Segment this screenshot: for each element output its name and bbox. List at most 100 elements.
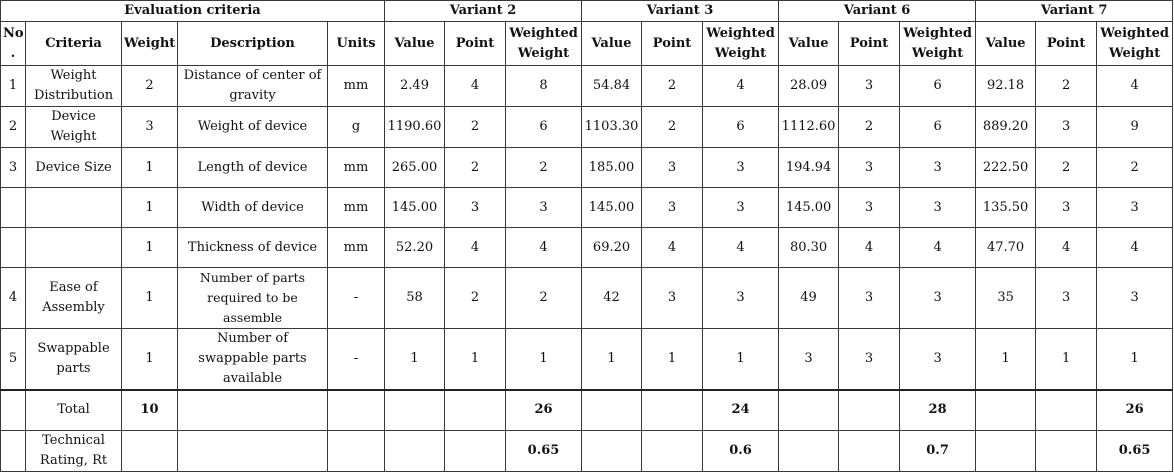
cell-weighted: 2 — [1097, 148, 1173, 188]
row-units: mm — [328, 148, 385, 188]
variant-header: Variant 2 — [385, 1, 582, 22]
row-weight: 1 — [122, 228, 178, 268]
row-criteria: Ease of Assembly — [26, 268, 122, 329]
cell-point: 2 — [445, 107, 506, 148]
cell-point: 4 — [1036, 228, 1097, 268]
rating-row: Technical Rating, Rt 0.65 0.6 0.7 0.65 — [1, 430, 1173, 471]
empty-cell — [582, 430, 642, 471]
cell-value: 28.09 — [779, 66, 839, 107]
row-units: g — [328, 107, 385, 148]
total-weighted: 26 — [506, 390, 582, 430]
row-criteria — [26, 188, 122, 228]
empty-cell — [1036, 390, 1097, 430]
cell-weighted: 9 — [1097, 107, 1173, 148]
cell-weighted: 1 — [506, 329, 582, 391]
rating-value: 0.7 — [900, 430, 976, 471]
cell-point: 3 — [839, 329, 900, 391]
cell-value: 42 — [582, 268, 642, 329]
empty-cell — [779, 430, 839, 471]
cell-weighted: 3 — [506, 188, 582, 228]
row-criteria: Device Size — [26, 148, 122, 188]
total-row: Total 10 26 24 28 26 — [1, 390, 1173, 430]
col-value-header: Value — [779, 22, 839, 66]
cell-point: 3 — [642, 188, 703, 228]
row-weight: 3 — [122, 107, 178, 148]
cell-weighted: 6 — [900, 107, 976, 148]
row-weight: 1 — [122, 188, 178, 228]
cell-weighted: 3 — [900, 329, 976, 391]
cell-value: 135.50 — [976, 188, 1036, 228]
row-units: - — [328, 268, 385, 329]
cell-point: 2 — [642, 107, 703, 148]
empty-cell — [178, 390, 328, 430]
empty-cell — [779, 390, 839, 430]
cell-weighted: 3 — [1097, 188, 1173, 228]
cell-point: 2 — [445, 268, 506, 329]
cell-weighted: 3 — [900, 268, 976, 329]
cell-value: 889.20 — [976, 107, 1036, 148]
row-description: Number of swappable parts available — [178, 329, 328, 391]
cell-value: 185.00 — [582, 148, 642, 188]
cell-weighted: 6 — [506, 107, 582, 148]
cell-point: 2 — [642, 66, 703, 107]
cell-point: 2 — [1036, 148, 1097, 188]
cell-value: 58 — [385, 268, 445, 329]
cell-value: 145.00 — [582, 188, 642, 228]
cell-value: 92.18 — [976, 66, 1036, 107]
cell-value: 3 — [779, 329, 839, 391]
row-description: Weight of device — [178, 107, 328, 148]
cell-point: 4 — [445, 66, 506, 107]
cell-weighted: 3 — [703, 268, 779, 329]
row-weight: 1 — [122, 329, 178, 391]
row-weight: 1 — [122, 268, 178, 329]
row-weight: 1 — [122, 148, 178, 188]
cell-weighted: 3 — [703, 188, 779, 228]
empty-cell — [839, 390, 900, 430]
col-criteria-header: Criteria — [26, 22, 122, 66]
cell-value: 54.84 — [582, 66, 642, 107]
empty-cell — [642, 390, 703, 430]
cell-weighted: 4 — [900, 228, 976, 268]
cell-value: 1 — [976, 329, 1036, 391]
row-description: Thickness of device — [178, 228, 328, 268]
col-weighted-weight-header: Weighted Weight — [506, 22, 582, 66]
cell-value: 265.00 — [385, 148, 445, 188]
col-value-header: Value — [582, 22, 642, 66]
cell-value: 47.70 — [976, 228, 1036, 268]
row-criteria: Swappable parts — [26, 329, 122, 391]
cell-weighted: 2 — [506, 148, 582, 188]
cell-point: 1 — [445, 329, 506, 391]
table-row: 3 Device Size 1 Length of device mm 265.… — [1, 148, 1173, 188]
row-no: 2 — [1, 107, 26, 148]
cell-point: 1 — [1036, 329, 1097, 391]
total-weighted: 26 — [1097, 390, 1173, 430]
empty-cell — [445, 430, 506, 471]
variant-header: Variant 3 — [582, 1, 779, 22]
row-no: 3 — [1, 148, 26, 188]
row-criteria: Device Weight — [26, 107, 122, 148]
cell-point: 2 — [1036, 66, 1097, 107]
cell-weighted: 4 — [703, 66, 779, 107]
row-no: 5 — [1, 329, 26, 391]
col-description-header: Description — [178, 22, 328, 66]
rating-value: 0.6 — [703, 430, 779, 471]
cell-point: 4 — [445, 228, 506, 268]
cell-point: 3 — [839, 148, 900, 188]
col-point-header: Point — [1036, 22, 1097, 66]
cell-point: 3 — [1036, 268, 1097, 329]
cell-value: 49 — [779, 268, 839, 329]
row-no: 4 — [1, 268, 26, 329]
cell-weighted: 1 — [703, 329, 779, 391]
table-row: 1 Width of device mm 145.00 3 3 145.00 3… — [1, 188, 1173, 228]
cell-point: 3 — [445, 188, 506, 228]
col-weighted-weight-header: Weighted Weight — [703, 22, 779, 66]
empty-cell — [328, 430, 385, 471]
empty-cell — [642, 430, 703, 471]
cell-point: 3 — [1036, 107, 1097, 148]
row-no — [1, 228, 26, 268]
cell-weighted: 6 — [703, 107, 779, 148]
cell-point: 3 — [839, 66, 900, 107]
col-point-header: Point — [839, 22, 900, 66]
cell-point: 4 — [642, 228, 703, 268]
